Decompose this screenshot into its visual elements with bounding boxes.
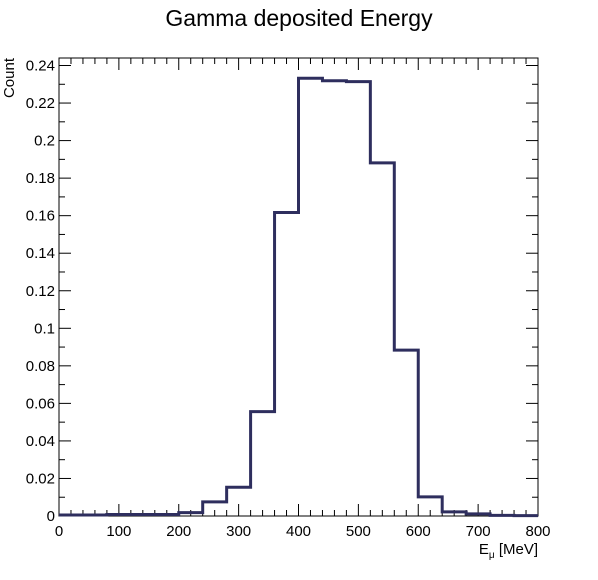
y-tick-label: 0.2 <box>34 133 55 150</box>
x-tick-label: 800 <box>525 523 550 540</box>
histogram-outline <box>59 78 538 515</box>
x-axis-tick-labels: 0 100 200 300 400 500 600 700 800 <box>55 523 551 540</box>
y-axis-label: Count <box>1 57 18 98</box>
x-tick-label: 100 <box>106 523 131 540</box>
y-tick-label: 0.08 <box>26 358 55 375</box>
y-tick-label: 0.24 <box>26 58 55 75</box>
x-axis-label: Eμ [MeV] <box>479 541 538 561</box>
x-tick-label: 500 <box>346 523 371 540</box>
y-tick-label: 0.18 <box>26 170 55 187</box>
histogram-bin <box>394 350 418 516</box>
y-tick-label: 0.02 <box>26 470 55 487</box>
histogram-bin <box>299 78 323 516</box>
y-tick-label: 0.16 <box>26 208 55 225</box>
y-tick-label: 0.06 <box>26 395 55 412</box>
x-tick-label: 200 <box>166 523 191 540</box>
histogram-bin <box>251 412 275 516</box>
histogram-bin <box>346 82 370 516</box>
y-tick-label: 0.12 <box>26 283 55 300</box>
x-tick-label: 400 <box>286 523 311 540</box>
x-tick-label: 0 <box>55 523 63 540</box>
x-tick-label: 300 <box>226 523 251 540</box>
x-tick-label: 700 <box>466 523 491 540</box>
histogram-bin <box>370 163 394 516</box>
x-tick-label: 600 <box>406 523 431 540</box>
x-axis-label-unit: [MeV] <box>499 541 538 558</box>
histogram-bin <box>275 212 299 516</box>
histogram-bin <box>322 81 346 516</box>
y-tick-label: 0.04 <box>26 433 55 450</box>
chart-title: Gamma deposited Energy <box>165 5 433 31</box>
y-tick-label: 0.14 <box>26 245 55 262</box>
y-axis-tick-labels: 0 0.02 0.04 0.06 0.08 0.1 0.12 0.14 0.16 0.18 0.2 0… <box>26 58 55 525</box>
y-tick-label: 0.22 <box>26 95 55 112</box>
y-tick-label: 0.1 <box>34 320 55 337</box>
x-axis-label-main: E <box>479 541 489 558</box>
y-tick-label: 0 <box>47 508 55 525</box>
